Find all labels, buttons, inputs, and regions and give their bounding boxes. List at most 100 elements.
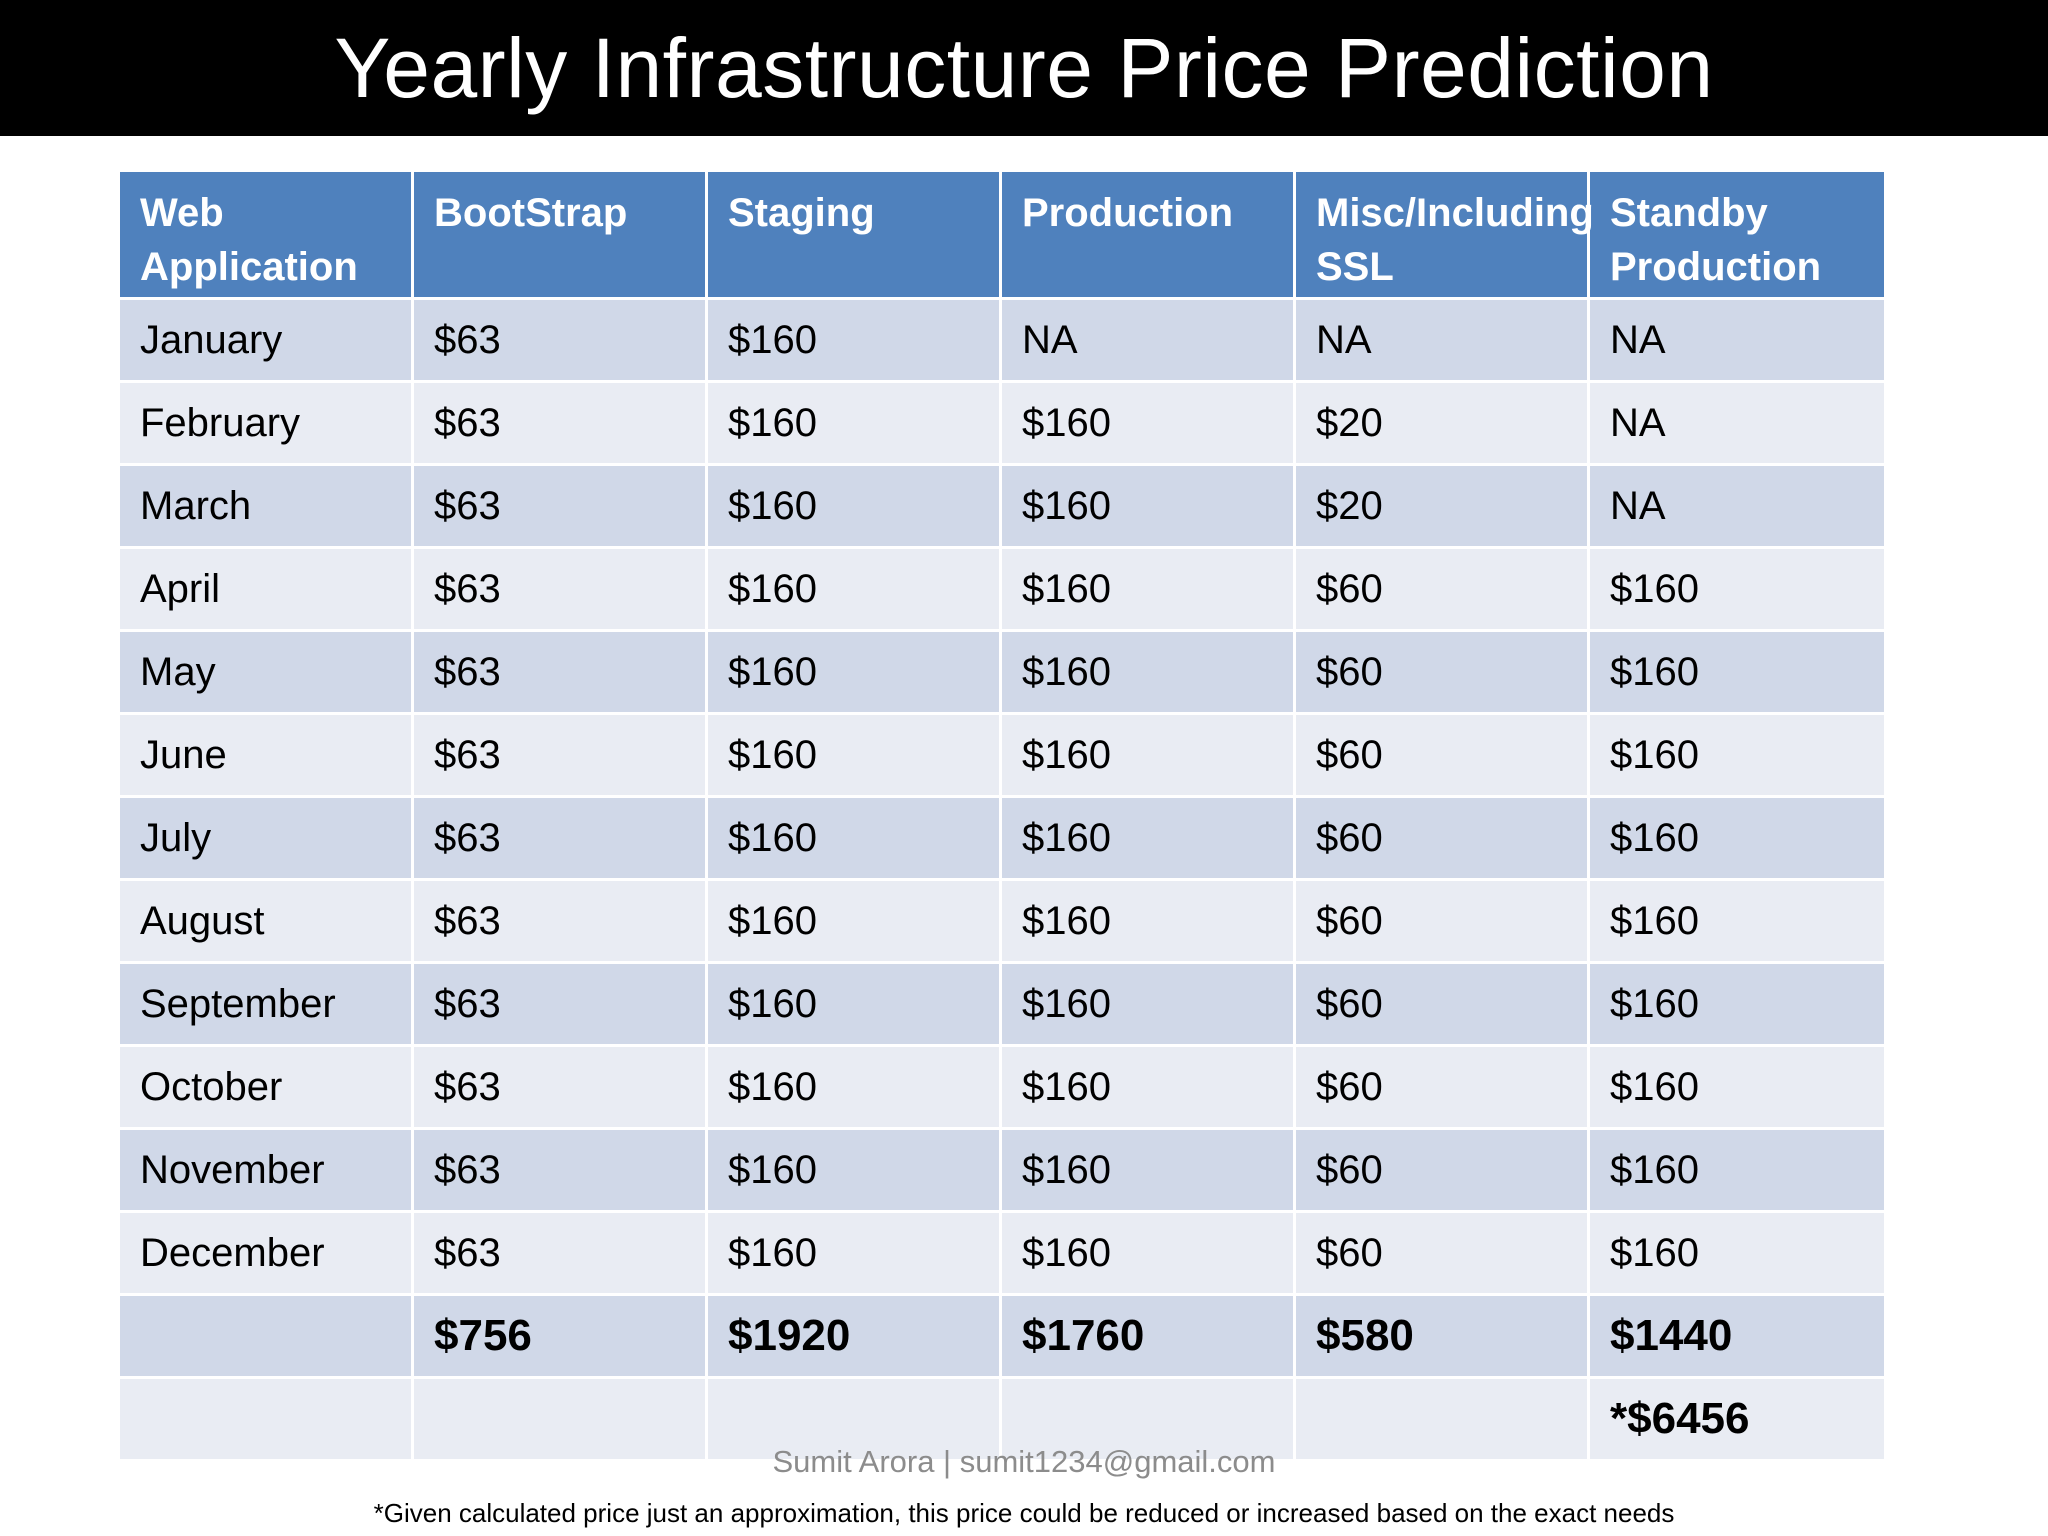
price-cell: $60 [1296, 881, 1590, 964]
price-cell: NA [1590, 300, 1884, 383]
price-cell: $60 [1296, 632, 1590, 715]
price-cell: $63 [414, 881, 708, 964]
totals-row: $756 $1920 $1760 $580 $1440 [120, 1296, 1884, 1379]
price-cell: $60 [1296, 1047, 1590, 1130]
price-cell: $60 [1296, 798, 1590, 881]
price-cell: $160 [708, 1047, 1002, 1130]
price-cell [414, 1379, 708, 1462]
price-cell: $160 [1590, 1213, 1884, 1296]
price-cell: $160 [1002, 1047, 1296, 1130]
price-cell: $1760 [1002, 1296, 1296, 1379]
column-header: Production [1002, 172, 1296, 300]
table-row: February $63 $160 $160 $20 NA [120, 383, 1884, 466]
table-row: January $63 $160 NA NA NA [120, 300, 1884, 383]
column-header: Misc/Including SSL [1296, 172, 1594, 300]
column-header: Web Application [120, 172, 414, 300]
price-cell: $63 [414, 383, 708, 466]
header-row: Web Application BootStrap Staging Produc… [120, 172, 1884, 300]
price-cell: $160 [1002, 715, 1296, 798]
price-cell: $160 [1002, 881, 1296, 964]
row-label-cell: June [120, 715, 414, 798]
row-label-cell: December [120, 1213, 414, 1296]
table-row: April $63 $160 $160 $60 $160 [120, 549, 1884, 632]
price-cell: $60 [1296, 715, 1590, 798]
row-label-cell [120, 1296, 414, 1379]
row-label-cell: May [120, 632, 414, 715]
title-bar: Yearly Infrastructure Price Prediction [0, 0, 2048, 136]
price-cell: $160 [708, 549, 1002, 632]
table-body: January $63 $160 NA NA NA February $63 $160 $160 $… [120, 300, 1884, 1462]
price-cell: $63 [414, 964, 708, 1047]
column-header: Standby Production [1590, 172, 1884, 300]
price-cell: $160 [1590, 964, 1884, 1047]
price-cell: $756 [414, 1296, 708, 1379]
price-cell: $63 [414, 549, 708, 632]
row-label-cell: April [120, 549, 414, 632]
price-cell: NA [1002, 300, 1296, 383]
price-cell: $160 [708, 300, 1002, 383]
table-row: July $63 $160 $160 $60 $160 [120, 798, 1884, 881]
table-row: September $63 $160 $160 $60 $160 [120, 964, 1884, 1047]
price-cell [708, 1379, 1002, 1462]
price-cell: $20 [1296, 383, 1590, 466]
price-cell: $160 [708, 798, 1002, 881]
price-cell: $160 [1002, 798, 1296, 881]
price-cell: $160 [1590, 1047, 1884, 1130]
table-row: May $63 $160 $160 $60 $160 [120, 632, 1884, 715]
price-cell: $160 [1002, 1213, 1296, 1296]
table-row: August $63 $160 $160 $60 $160 [120, 881, 1884, 964]
column-header: BootStrap [414, 172, 708, 300]
price-cell: $160 [1002, 964, 1296, 1047]
column-header: Staging [708, 172, 1002, 300]
price-table: Web Application BootStrap Staging Produc… [120, 172, 1884, 1462]
row-label-cell: October [120, 1047, 414, 1130]
price-cell: $160 [708, 1213, 1002, 1296]
row-label-cell: March [120, 466, 414, 549]
price-cell: $63 [414, 466, 708, 549]
price-cell: $580 [1296, 1296, 1590, 1379]
price-cell: $20 [1296, 466, 1590, 549]
price-cell: $160 [1002, 1130, 1296, 1213]
price-cell: $60 [1296, 549, 1590, 632]
table-row: November $63 $160 $160 $60 $160 [120, 1130, 1884, 1213]
price-cell: $160 [708, 632, 1002, 715]
price-cell: $160 [708, 383, 1002, 466]
price-cell: $160 [708, 1130, 1002, 1213]
price-cell: $160 [1590, 715, 1884, 798]
row-label-cell: February [120, 383, 414, 466]
price-cell: $160 [708, 881, 1002, 964]
author-credit: Sumit Arora | sumit1234@gmail.com [772, 1444, 1276, 1479]
price-cell [1002, 1379, 1296, 1462]
price-cell: *$6456 [1590, 1379, 1884, 1462]
price-cell: $160 [1590, 798, 1884, 881]
price-cell: $1440 [1590, 1296, 1884, 1379]
price-cell: $1920 [708, 1296, 1002, 1379]
price-cell: NA [1296, 300, 1590, 383]
row-label-cell: January [120, 300, 414, 383]
price-cell: $160 [1590, 881, 1884, 964]
price-cell: $160 [1590, 549, 1884, 632]
table-row: December $63 $160 $160 $60 $160 [120, 1213, 1884, 1296]
row-label-cell: September [120, 964, 414, 1047]
price-cell: $63 [414, 632, 708, 715]
price-cell: $63 [414, 1047, 708, 1130]
price-cell: $160 [1002, 632, 1296, 715]
row-label-cell: August [120, 881, 414, 964]
grand-total-row: *$6456 [120, 1379, 1884, 1462]
price-cell [1296, 1379, 1590, 1462]
price-cell: $63 [414, 1130, 708, 1213]
price-cell: $63 [414, 300, 708, 383]
row-label-cell [120, 1379, 414, 1462]
price-cell: NA [1590, 383, 1884, 466]
row-label-cell: July [120, 798, 414, 881]
price-cell: $160 [1002, 383, 1296, 466]
price-cell: $63 [414, 715, 708, 798]
row-label-cell: November [120, 1130, 414, 1213]
price-cell: $160 [708, 466, 1002, 549]
footnote: *Given calculated price just an approxim… [373, 1498, 1675, 1528]
table-row: June $63 $160 $160 $60 $160 [120, 715, 1884, 798]
price-cell: $60 [1296, 964, 1590, 1047]
price-cell: NA [1590, 466, 1884, 549]
price-cell: $60 [1296, 1130, 1590, 1213]
price-cell: $60 [1296, 1213, 1590, 1296]
